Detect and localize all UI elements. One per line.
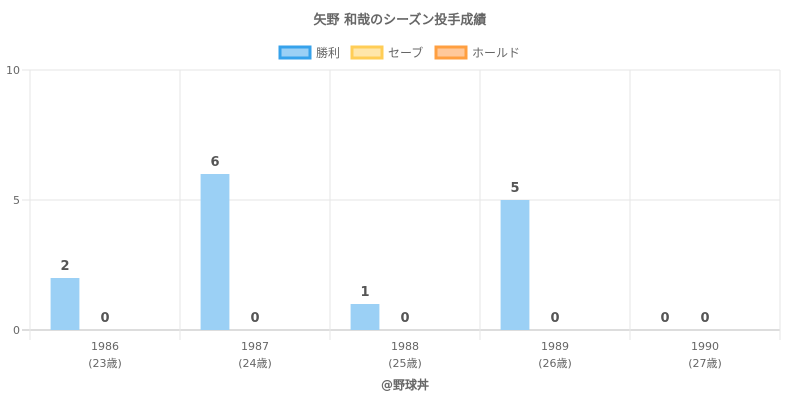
x-tick-sublabel: (26歳) (538, 357, 572, 370)
bar-勝利 (350, 304, 380, 330)
x-tick-label: 1990 (691, 340, 719, 353)
x-tick-label: 1989 (541, 340, 569, 353)
data-label: 6 (210, 155, 219, 170)
data-label: 0 (400, 311, 409, 326)
x-tick-label: 1986 (91, 340, 119, 353)
legend-swatch-勝利 (278, 45, 312, 60)
bar-勝利 (200, 174, 230, 330)
data-label: 0 (660, 311, 669, 326)
data-label: 0 (250, 311, 259, 326)
data-label: 0 (700, 311, 709, 326)
data-label: 0 (550, 311, 559, 326)
x-tick-label: 1987 (241, 340, 269, 353)
bar-勝利 (500, 200, 530, 330)
x-tick-label: 1988 (391, 340, 419, 353)
x-tick-sublabel: (25歳) (388, 357, 422, 370)
legend-label: 勝利 (316, 45, 340, 60)
data-label: 2 (60, 259, 69, 274)
x-tick-sublabel: (27歳) (688, 357, 722, 370)
data-label: 5 (510, 181, 519, 196)
x-axis-ticks: 1986 (23歳) 1987 (24歳) 1988 (25歳) 1989 (26歳) 1990… (88, 340, 722, 370)
bar-勝利 (50, 278, 80, 330)
x-tick-sublabel: (23歳) (88, 357, 122, 370)
bars (50, 174, 530, 330)
legend-swatch-セーブ (350, 45, 384, 60)
legend: 勝利 セーブ ホールド (278, 45, 520, 60)
gridlines (22, 69, 781, 340)
chart-title: 矢野 和哉のシーズン投手成績 (314, 12, 487, 28)
x-tick-sublabel: (24歳) (238, 357, 272, 370)
legend-label: ホールド (472, 46, 520, 60)
y-tick-label: 5 (13, 194, 20, 207)
legend-label: セーブ (388, 45, 423, 60)
y-tick-label: 0 (13, 324, 20, 337)
data-label: 1 (360, 285, 369, 300)
x-axis-label: @野球丼 (381, 377, 429, 392)
data-label: 0 (100, 311, 109, 326)
legend-swatch-ホールド (434, 45, 468, 60)
y-tick-label: 10 (6, 64, 20, 77)
y-axis-ticks: 0 5 10 (6, 64, 20, 337)
